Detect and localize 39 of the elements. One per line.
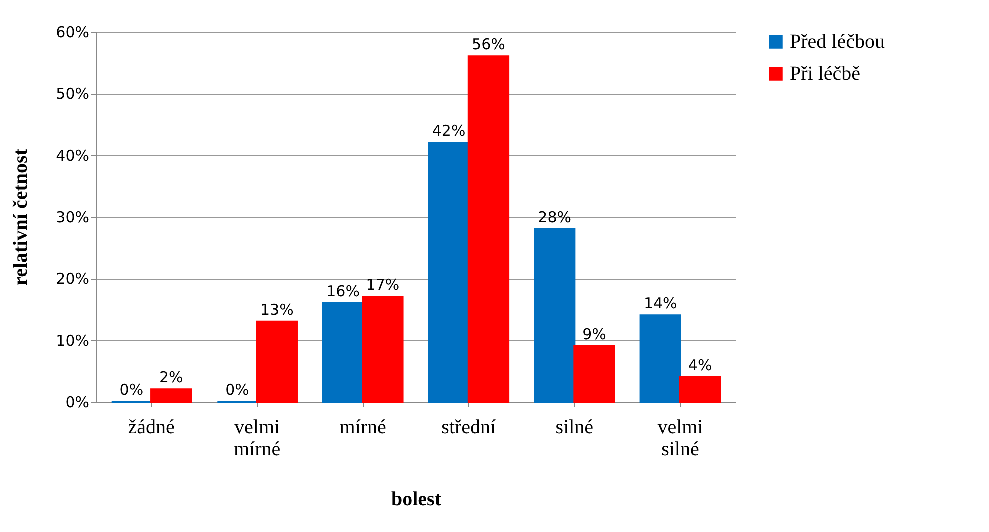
bar <box>534 228 576 403</box>
data-label: 9% <box>582 326 606 344</box>
data-label: 28% <box>538 208 572 226</box>
bar <box>256 320 298 403</box>
x-tick-label: velmi mírné <box>234 416 281 460</box>
data-label: 17% <box>366 276 400 294</box>
x-tick-label: velmi silné <box>658 416 704 460</box>
y-tick-label: 10% <box>56 332 90 350</box>
bar <box>150 388 192 403</box>
y-tick-label: 60% <box>56 24 90 42</box>
y-tick-label: 30% <box>56 208 90 226</box>
bar <box>362 296 404 403</box>
y-tick-label: 40% <box>56 146 90 165</box>
data-label: 0% <box>120 381 144 399</box>
bar <box>640 314 682 403</box>
y-tick-label: 0% <box>66 394 90 412</box>
x-tick-label: žádné <box>128 416 175 438</box>
legend-label: Při léčbě <box>790 63 861 85</box>
bar <box>428 142 470 403</box>
bar <box>468 56 510 403</box>
y-tick-label: 20% <box>56 270 90 288</box>
data-label: 2% <box>159 368 184 387</box>
x-tick-label: střední <box>442 416 497 438</box>
legend-label: Před léčbou <box>790 31 885 53</box>
data-label: 16% <box>326 282 360 300</box>
data-label: 13% <box>260 300 294 319</box>
bar <box>574 346 616 403</box>
x-axis-title: bolest <box>392 488 442 510</box>
y-axis-title: relativní četnost <box>10 148 32 286</box>
y-tick-label: 50% <box>56 85 90 104</box>
data-label: 0% <box>226 381 250 399</box>
data-label: 56% <box>472 36 506 54</box>
x-tick-label: silné <box>556 416 594 438</box>
bar <box>322 302 364 403</box>
data-label: 14% <box>644 294 678 313</box>
bar <box>679 376 722 403</box>
x-tick-label: mírné <box>340 416 387 438</box>
data-label: 42% <box>432 122 466 140</box>
data-label: 4% <box>688 356 712 374</box>
